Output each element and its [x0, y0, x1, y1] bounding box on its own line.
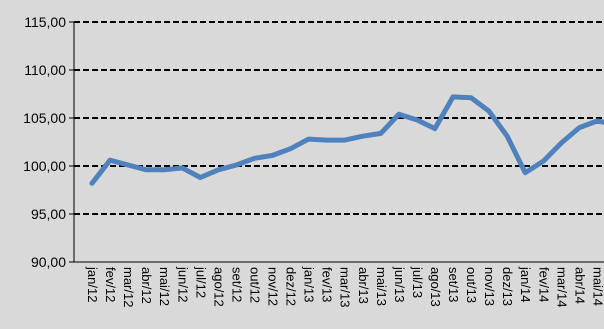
gridlines	[74, 21, 604, 215]
x-tick-label: jan/12	[85, 266, 100, 302]
x-tick-label: jul/13	[410, 266, 425, 298]
x-tick-label: out/13	[464, 267, 479, 303]
x-tick-label: abr/13	[356, 267, 371, 304]
x-tick-label: out/12	[247, 267, 262, 303]
x-axis-ticks: jan/12 fev/12 mar/12 abr/12 mai/12 jun/12 jul/…	[85, 266, 604, 307]
x-tick-label: set/12	[229, 267, 244, 302]
x-tick-label: dez/12	[284, 267, 299, 306]
x-tick-label: jan/14	[518, 266, 533, 302]
x-tick-label: mar/13	[338, 267, 353, 307]
y-tick-label: 100,00	[23, 158, 66, 174]
y-tick-label: 115,00	[24, 14, 66, 30]
series-line	[89, 94, 604, 186]
y-tick-label: 110,00	[24, 62, 66, 78]
x-tick-label: ago/13	[428, 267, 443, 307]
y-tick-label: 105,00	[23, 110, 66, 126]
series-layer	[89, 94, 604, 186]
x-tick-label: fev/14	[536, 267, 551, 302]
x-tick-label: jun/12	[175, 266, 190, 302]
x-tick-label: abr/12	[139, 267, 154, 304]
axes	[69, 21, 604, 263]
y-tick-label: 95,00	[31, 206, 66, 222]
x-tick-label: mai/14	[590, 267, 604, 306]
x-tick-label: jul/12	[193, 266, 208, 298]
x-tick-label: nov/13	[482, 267, 497, 306]
x-tick-label: jun/13	[392, 266, 407, 302]
x-tick-label: mar/12	[121, 267, 136, 307]
x-tick-label: dez/13	[500, 267, 515, 306]
x-tick-label: abr/14	[572, 267, 587, 304]
x-tick-label: set/13	[446, 267, 461, 302]
x-tick-label: mai/12	[157, 267, 172, 306]
x-tick-label: fev/12	[103, 267, 118, 302]
y-axis-ticks: 90,00 95,00 100,00 105,00 110,00 115,00	[23, 14, 66, 270]
x-tick-label: mar/14	[554, 267, 569, 307]
x-tick-label: nov/12	[266, 267, 281, 306]
y-tick-label: 90,00	[31, 254, 66, 270]
x-tick-label: mai/13	[374, 267, 389, 306]
x-tick-label: jan/13	[302, 266, 317, 302]
x-tick-label: fev/13	[320, 267, 335, 302]
x-tick-label: ago/12	[211, 267, 226, 307]
